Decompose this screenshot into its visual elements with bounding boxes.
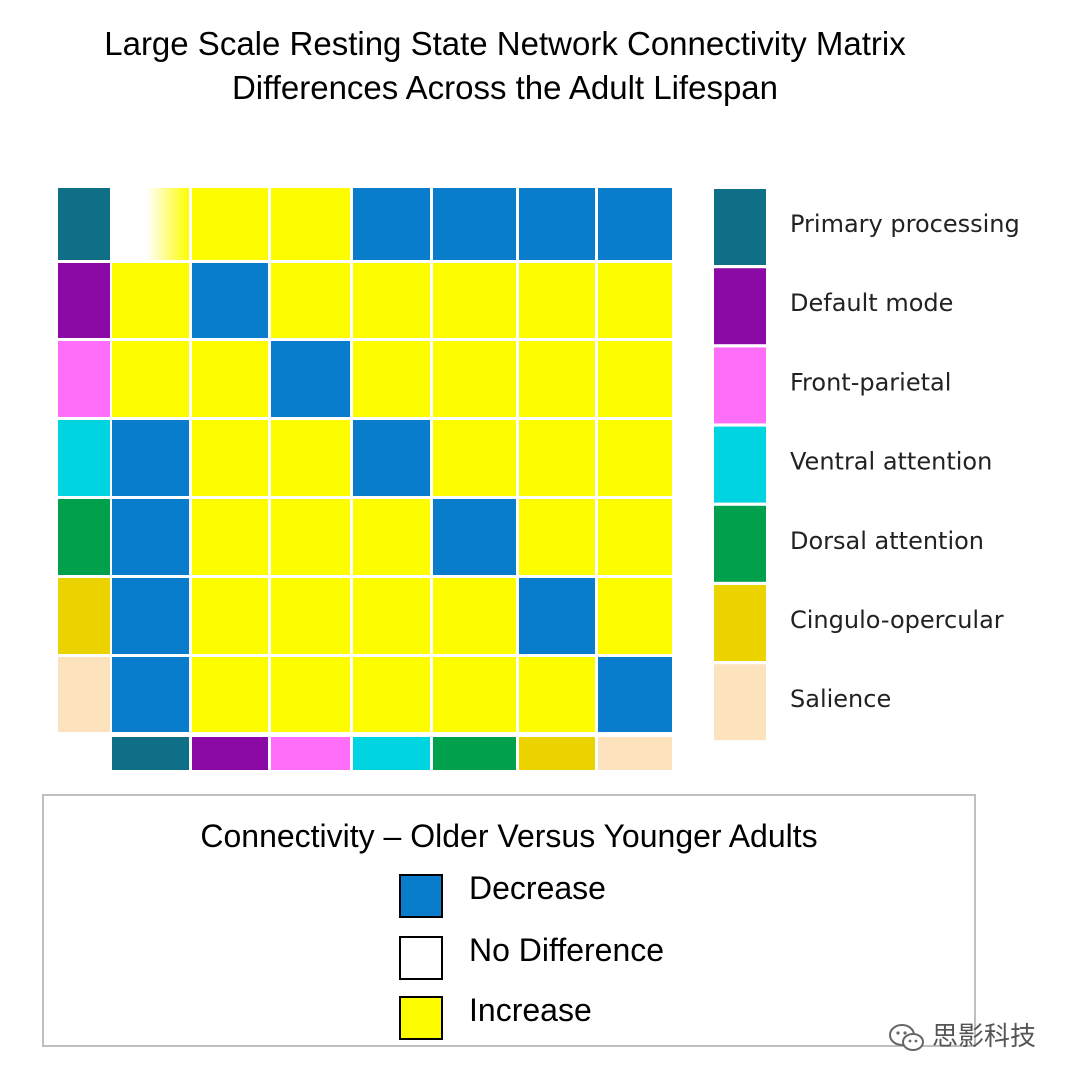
row-network-bar-default-mode xyxy=(58,263,110,338)
row-network-bar-salience xyxy=(58,657,110,732)
network-legend-swatch-primary-processing xyxy=(714,189,766,265)
matrix-cell-dorsal-attention-x-salience xyxy=(598,499,672,575)
network-legend-label-ventral-attention: Ventral attention xyxy=(790,448,992,476)
matrix-cell-cingulo-opercular-x-salience xyxy=(598,578,672,654)
network-legend-swatch-ventral-attention xyxy=(714,426,766,503)
matrix-cell-ventral-attention-x-salience xyxy=(598,420,672,496)
matrix-cell-primary-processing-x-default-mode xyxy=(192,188,268,260)
network-legend-swatch-salience xyxy=(714,664,766,741)
matrix-cell-ventral-attention-x-ventral-attention xyxy=(353,420,430,496)
network-legend-label-cingulo-opercular: Cingulo-opercular xyxy=(790,606,1004,634)
network-legend-swatch-default-mode xyxy=(714,268,766,345)
matrix-cell-front-parietal-x-ventral-attention xyxy=(353,341,430,417)
network-legend-label-front-parietal: Front-parietal xyxy=(790,368,951,396)
connectivity-matrix: Primary processing Default mode Front-pari… xyxy=(58,188,1020,770)
matrix-cell-salience-x-default-mode xyxy=(192,657,268,732)
network-legend-swatch-dorsal-attention xyxy=(714,505,766,582)
matrix-cell-cingulo-opercular-x-primary-processing xyxy=(112,578,189,654)
matrix-cell-salience-x-cingulo-opercular xyxy=(519,657,595,732)
legend-box: Connectivity – Older Versus Younger Adul… xyxy=(42,794,976,1047)
matrix-cell-default-mode-x-cingulo-opercular xyxy=(519,263,595,338)
matrix-cell-dorsal-attention-x-front-parietal xyxy=(271,499,350,575)
wechat-icon xyxy=(889,1023,924,1051)
matrix-cell-front-parietal-x-primary-processing xyxy=(112,341,189,417)
matrix-cell-dorsal-attention-x-default-mode xyxy=(192,499,268,575)
watermark-text: 思影科技 xyxy=(932,1022,1037,1052)
matrix-cell-salience-x-ventral-attention xyxy=(353,657,430,732)
matrix-cell-dorsal-attention-x-cingulo-opercular xyxy=(519,499,595,575)
matrix-cell-ventral-attention-x-primary-processing xyxy=(112,420,189,496)
matrix-cell-primary-processing-x-ventral-attention xyxy=(353,188,430,260)
column-network-bar-cingulo-opercular xyxy=(519,737,595,770)
legend-label-decrease: Decrease xyxy=(469,870,606,906)
column-network-bar-primary-processing xyxy=(112,737,189,770)
matrix-cell-dorsal-attention-x-primary-processing xyxy=(112,499,189,575)
watermark: 思影科技 xyxy=(888,1016,1036,1056)
row-network-bar-dorsal-attention xyxy=(58,499,110,575)
column-network-bar-salience xyxy=(598,737,672,770)
matrix-cell-salience-x-front-parietal xyxy=(271,657,350,732)
legend-label-no-difference: No Difference xyxy=(469,932,665,968)
column-network-bar-front-parietal xyxy=(271,737,350,770)
legend-title: Connectivity – Older Versus Younger Adul… xyxy=(200,818,818,854)
network-legend-label-salience: Salience xyxy=(790,685,891,713)
matrix-cell-dorsal-attention-x-dorsal-attention xyxy=(433,499,516,575)
matrix-cell-cingulo-opercular-x-cingulo-opercular xyxy=(519,578,595,654)
chart-title-line-2: Differences Across the Adult Lifespan xyxy=(231,69,779,106)
matrix-cell-primary-processing-x-dorsal-attention xyxy=(433,188,516,260)
network-legend-swatch-cingulo-opercular xyxy=(714,585,766,661)
network-legend-label-primary-processing: Primary processing xyxy=(790,210,1020,238)
matrix-cell-front-parietal-x-cingulo-opercular xyxy=(519,341,595,417)
matrix-cell-salience-x-dorsal-attention xyxy=(433,657,516,732)
matrix-cell-salience-x-salience xyxy=(598,657,672,732)
row-network-bar-front-parietal xyxy=(58,341,110,417)
matrix-cell-front-parietal-x-salience xyxy=(598,341,672,417)
chart-title-line-1: Large Scale Resting State Network Connec… xyxy=(104,25,906,62)
legend-swatch-increase xyxy=(399,996,443,1040)
matrix-cell-front-parietal-x-dorsal-attention xyxy=(433,341,516,417)
matrix-cell-ventral-attention-x-front-parietal xyxy=(271,420,350,496)
matrix-cell-cingulo-opercular-x-ventral-attention xyxy=(353,578,430,654)
matrix-cell-default-mode-x-primary-processing xyxy=(112,263,189,338)
matrix-cell-front-parietal-x-front-parietal xyxy=(271,341,350,417)
matrix-cell-primary-processing-x-salience xyxy=(598,188,672,260)
column-network-bar-ventral-attention xyxy=(353,737,430,770)
matrix-cell-default-mode-x-ventral-attention xyxy=(353,263,430,338)
row-network-bar-cingulo-opercular xyxy=(58,578,110,654)
matrix-cell-salience-x-primary-processing xyxy=(112,657,189,732)
matrix-cell-ventral-attention-x-cingulo-opercular xyxy=(519,420,595,496)
matrix-cell-primary-processing-x-front-parietal xyxy=(271,188,350,260)
matrix-cell-cingulo-opercular-x-dorsal-attention xyxy=(433,578,516,654)
network-legend-label-default-mode: Default mode xyxy=(790,289,953,317)
matrix-cell-primary-processing-x-primary-processing xyxy=(112,188,189,260)
matrix-cell-ventral-attention-x-default-mode xyxy=(192,420,268,496)
matrix-cell-default-mode-x-front-parietal xyxy=(271,263,350,338)
matrix-cell-cingulo-opercular-x-default-mode xyxy=(192,578,268,654)
matrix-cell-default-mode-x-salience xyxy=(598,263,672,338)
row-network-bar-ventral-attention xyxy=(58,420,110,496)
matrix-cell-front-parietal-x-default-mode xyxy=(192,341,268,417)
legend-swatch-decrease xyxy=(399,874,443,918)
matrix-cell-default-mode-x-dorsal-attention xyxy=(433,263,516,338)
matrix-cell-cingulo-opercular-x-front-parietal xyxy=(271,578,350,654)
network-legend-label-dorsal-attention: Dorsal attention xyxy=(790,527,984,555)
legend-swatch-no-difference xyxy=(399,936,443,980)
matrix-cell-primary-processing-x-cingulo-opercular xyxy=(519,188,595,260)
network-legend-swatch-front-parietal xyxy=(714,347,766,424)
chart-title: Large Scale Resting State Network Connec… xyxy=(0,22,1010,110)
row-network-bar-primary-processing xyxy=(58,188,110,260)
matrix-cell-dorsal-attention-x-ventral-attention xyxy=(353,499,430,575)
column-network-bar-dorsal-attention xyxy=(433,737,516,770)
legend-label-increase: Increase xyxy=(469,992,592,1028)
matrix-cell-default-mode-x-default-mode xyxy=(192,263,268,338)
column-network-bar-default-mode xyxy=(192,737,268,770)
matrix-cell-ventral-attention-x-dorsal-attention xyxy=(433,420,516,496)
